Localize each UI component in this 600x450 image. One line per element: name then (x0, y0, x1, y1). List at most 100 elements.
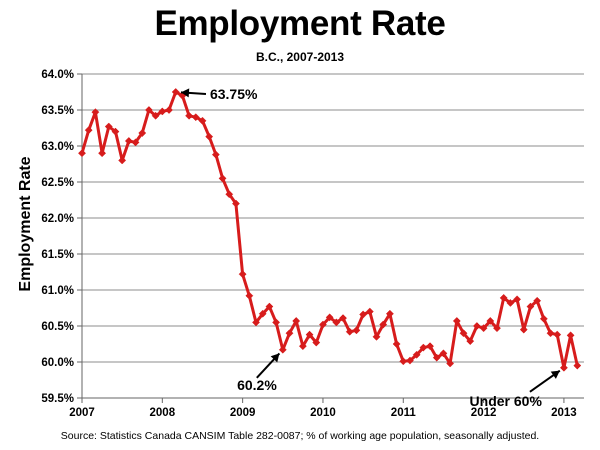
data-point (385, 309, 394, 318)
data-point (519, 325, 528, 334)
data-point (305, 330, 314, 339)
data-point (218, 174, 227, 183)
data-point (506, 299, 515, 307)
data-point (546, 329, 555, 338)
data-point (272, 318, 281, 327)
x-tick-label: 2012 (471, 407, 497, 419)
data-point (205, 132, 214, 141)
y-tick-label: 62.5% (41, 177, 74, 189)
y-tick-label: 60.5% (41, 321, 74, 333)
data-point (452, 317, 461, 325)
data-point (285, 329, 294, 338)
data-point (332, 318, 341, 327)
data-point (185, 111, 194, 120)
data-point (211, 150, 220, 159)
data-point (198, 116, 207, 125)
data-point (553, 330, 562, 339)
data-point (439, 349, 448, 358)
x-tick-label: 2010 (310, 407, 336, 419)
data-point (379, 320, 388, 329)
data-point (84, 126, 93, 135)
annotation-arrowhead (270, 353, 280, 363)
data-point (171, 88, 180, 96)
data-point (392, 340, 401, 348)
data-point (573, 361, 582, 370)
data-point (559, 363, 568, 372)
data-point (499, 293, 508, 302)
data-point (513, 295, 522, 304)
y-tick-label: 61.0% (41, 285, 74, 297)
series-employment-rate (78, 88, 582, 372)
chart-title: Employment Rate (154, 4, 446, 43)
data-point (225, 190, 234, 199)
axes (77, 73, 584, 403)
annotation-arrowhead (550, 370, 560, 379)
gridlines (82, 73, 584, 399)
data-point (158, 107, 167, 116)
data-point (312, 338, 321, 347)
data-point (472, 322, 481, 330)
x-tick-labels: 2007 2008 2009 2010 2011 2012 2013 (69, 407, 577, 419)
data-point (98, 149, 107, 158)
data-point (446, 359, 455, 368)
y-tick-label: 61.5% (41, 249, 74, 261)
data-point (238, 270, 247, 279)
data-point (258, 309, 267, 318)
data-point (526, 302, 535, 311)
annotations: 63.75% 60.2% Under 60% (180, 86, 561, 409)
data-point (231, 199, 240, 208)
data-point (278, 345, 287, 354)
data-point (493, 324, 501, 333)
data-point (265, 302, 274, 311)
y-tick-label: 60.0% (41, 357, 74, 369)
data-point (151, 111, 160, 120)
data-point (245, 291, 254, 300)
y-tick-label: 63.0% (41, 141, 74, 153)
data-point (426, 342, 435, 351)
y-axis-title: Employment Rate (17, 156, 34, 291)
x-tick-label: 2009 (230, 407, 256, 419)
data-point (298, 342, 307, 351)
data-point (138, 129, 147, 137)
data-point (372, 332, 381, 341)
data-point (78, 149, 86, 158)
y-tick-label: 62.0% (41, 213, 74, 225)
x-tick-label: 2011 (391, 407, 417, 419)
data-point (419, 343, 428, 352)
y-tick-label: 59.5% (41, 393, 74, 405)
data-point (111, 127, 120, 136)
data-point (91, 108, 100, 117)
data-point (319, 320, 327, 329)
data-point (191, 113, 200, 122)
data-point (479, 324, 488, 333)
data-point (352, 326, 361, 335)
data-point (533, 296, 542, 305)
data-point (566, 331, 575, 340)
annotation-label: 60.2% (237, 377, 277, 393)
data-point (118, 156, 127, 165)
data-point (131, 138, 140, 147)
data-point (486, 317, 495, 325)
data-point (325, 313, 334, 322)
data-point (432, 353, 441, 362)
data-point (292, 317, 301, 325)
data-point (466, 337, 475, 346)
annotation-label: 63.75% (210, 86, 258, 102)
annotation-arrowhead (180, 88, 190, 98)
data-point (412, 350, 421, 359)
y-tick-label: 64.0% (41, 69, 74, 81)
x-tick-label: 2007 (69, 407, 95, 419)
chart-subtitle: B.C., 2007-2013 (255, 50, 345, 64)
x-tick-label: 2013 (551, 407, 577, 419)
data-point (365, 307, 374, 316)
y-tick-labels: 59.5% 60.0% 60.5% 61.0% 61.5% 62.0% 62.5% 63.0%… (41, 69, 74, 405)
data-point (339, 314, 347, 323)
annotation-label: Under 60% (470, 393, 543, 409)
data-point (104, 122, 113, 131)
data-point (165, 106, 173, 114)
x-tick-label: 2008 (150, 407, 176, 419)
data-point (144, 106, 153, 114)
data-point (359, 310, 368, 319)
data-point (252, 318, 260, 327)
